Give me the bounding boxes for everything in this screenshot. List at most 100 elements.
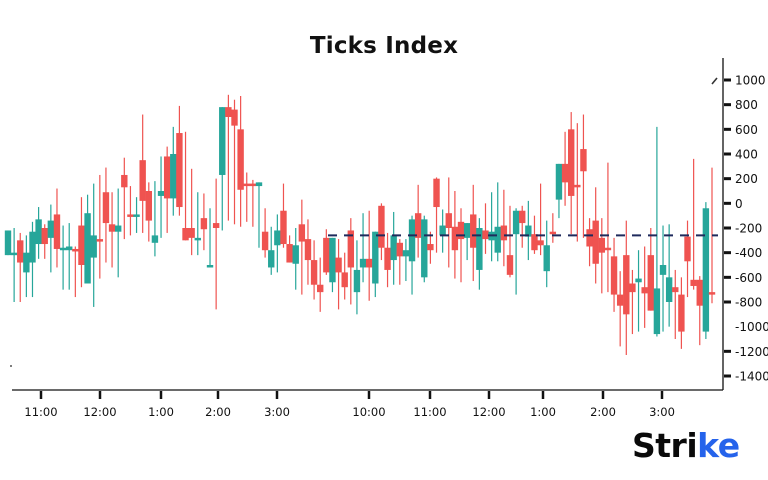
y-tick-label: 1000 — [735, 74, 766, 88]
candle-body-down — [451, 226, 459, 251]
candle-body-up — [635, 278, 642, 283]
x-tick-label: 11:00 — [413, 405, 446, 419]
candle-body-down — [286, 244, 293, 263]
candle-body-down — [102, 192, 110, 224]
candle-body-up — [59, 247, 67, 251]
candle-body-down — [72, 248, 79, 252]
candle-body-up — [274, 230, 281, 246]
y-tick-label: 200 — [735, 172, 758, 186]
x-tick-label: 2:00 — [205, 405, 231, 419]
candle-body-down — [53, 214, 61, 249]
candle-body-down — [592, 220, 599, 264]
candle-body-up — [421, 219, 428, 278]
x-tick-label: 1:00 — [148, 405, 174, 419]
candle-body-down — [176, 133, 183, 208]
candle-body-down — [623, 255, 630, 315]
candle-body-down — [41, 228, 48, 245]
candle-body-up — [90, 235, 97, 258]
candle-body-down — [598, 237, 606, 253]
candle-body-down — [641, 287, 648, 294]
candle-body-down — [586, 229, 593, 247]
candle-body-down — [347, 230, 355, 268]
logo-text-prefix: Stri — [632, 426, 698, 465]
y-tick-label: 800 — [735, 98, 758, 112]
candle-body-down — [433, 178, 440, 208]
candle-body-up — [408, 219, 416, 262]
candle-body-up — [133, 214, 140, 217]
y-tick-label: -600 — [735, 271, 762, 285]
candle-body-up — [114, 225, 122, 232]
candle-body-up — [292, 245, 299, 264]
candle-body-down — [317, 284, 324, 293]
candle-body-down — [457, 221, 465, 240]
candle-body-down — [323, 237, 330, 273]
y-tick-label: -1400 — [735, 370, 768, 384]
candle-body-down — [139, 160, 146, 201]
candle-body-down — [500, 225, 508, 241]
candle-body-up — [402, 250, 410, 257]
candle-body-up — [702, 208, 710, 332]
stray-dot-marker — [10, 365, 12, 367]
candle-body-down — [182, 228, 189, 241]
candle-body-down — [604, 247, 612, 251]
x-tick-label: 11:00 — [24, 405, 57, 419]
candle-body-down — [690, 279, 697, 286]
candle-body-down — [310, 260, 318, 285]
candle-body-down — [708, 292, 716, 295]
candle-body-down — [304, 239, 312, 261]
candle-body-down — [684, 236, 691, 262]
candle-body-up — [372, 231, 379, 284]
candle-body-down — [188, 228, 195, 238]
candle-body-up — [219, 107, 226, 175]
y-axis-ticks: 1000 800 600 400 200 0 -200 -400 -600 -800 -1000 -1… — [724, 74, 768, 384]
candle-body-down — [384, 247, 391, 270]
candle-body-down — [249, 183, 257, 187]
candle-body-down — [678, 294, 685, 332]
candle-body-up — [359, 258, 367, 268]
candle-body-up — [206, 265, 214, 268]
candle-body-down — [280, 210, 287, 245]
candle-body-down — [200, 218, 208, 230]
candle-body-down — [261, 231, 269, 251]
logo-text-accent: ke — [697, 426, 740, 465]
candle-body-down — [96, 239, 104, 242]
candle-body-up — [494, 226, 501, 253]
candle-body-up — [476, 228, 483, 270]
candle-body-down — [616, 294, 624, 306]
candle-body-down — [506, 255, 514, 275]
candle-body-down — [335, 257, 342, 273]
candlestick-series — [4, 94, 716, 356]
candle-body-up — [268, 250, 275, 268]
candle-body-up — [463, 223, 471, 238]
candle-body-up — [653, 288, 661, 335]
x-tick-label: 12:00 — [472, 405, 505, 419]
candle-body-down — [212, 223, 220, 228]
candle-body-up — [665, 277, 673, 302]
candle-body-down — [121, 174, 128, 188]
y-tick-label: 0 — [735, 197, 743, 211]
candle-body-down — [225, 107, 232, 117]
candle-body-down — [298, 224, 306, 242]
candle-body-up — [329, 237, 336, 283]
candle-body-down — [231, 109, 238, 126]
y-tick-label: 600 — [735, 123, 758, 137]
x-axis-ticks: 11:00 12:00 1:00 2:00 3:00 10:00 11:00 12:00 1:0… — [24, 391, 675, 419]
candle-body-up — [10, 252, 18, 256]
candle-body-down — [629, 283, 636, 293]
x-tick-label: 3:00 — [649, 405, 675, 419]
candle-body-up — [47, 220, 55, 238]
candle-body-down — [482, 230, 489, 240]
candle-body-up — [151, 235, 159, 243]
candle-body-down — [647, 255, 654, 311]
x-tick-label: 10:00 — [352, 405, 385, 419]
candle-body-down — [537, 240, 544, 246]
candle-body-down — [365, 258, 373, 268]
candle-body-up — [555, 163, 563, 200]
candle-body-down — [163, 156, 171, 199]
y-tick-label: -1200 — [735, 345, 768, 359]
candle-body-down — [531, 234, 538, 251]
candle-body-down — [696, 279, 703, 306]
candle-body-down — [672, 287, 679, 293]
candle-body-down — [568, 129, 575, 196]
